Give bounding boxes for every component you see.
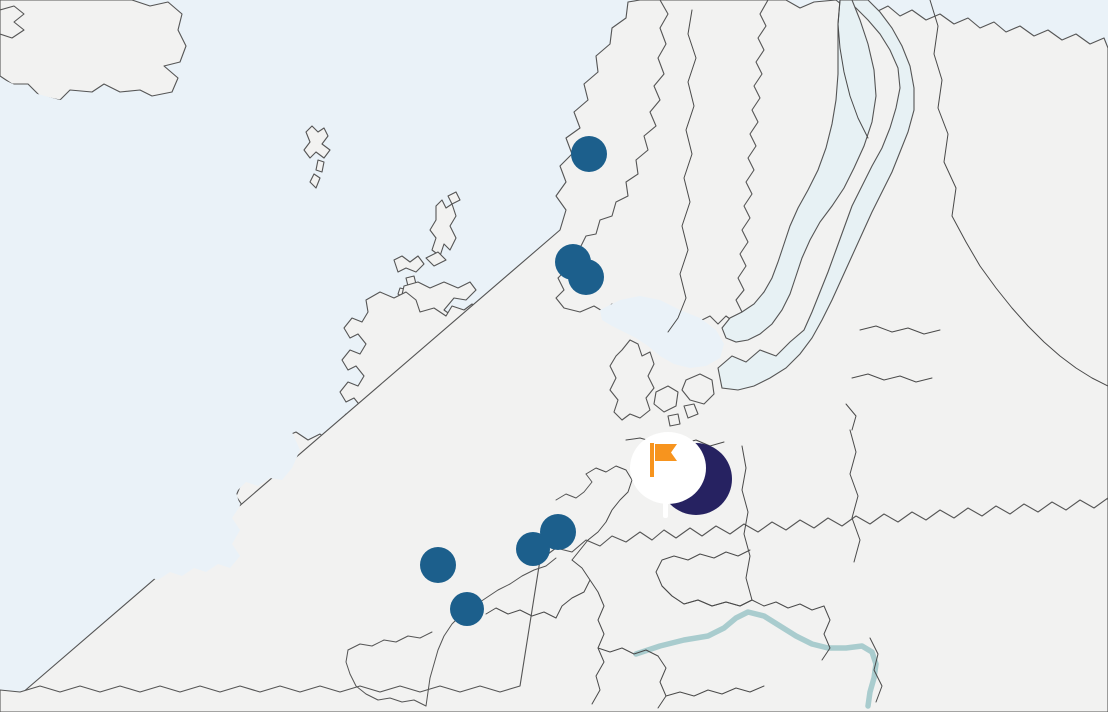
land-shetland-small [447,191,461,205]
sea-gulf-of-bothnia [721,0,877,343]
border-switzerland-italy [657,655,667,709]
border-austria-italy [665,685,765,697]
flag-icon [650,443,680,477]
headquarters-callout-tail [663,494,668,518]
sea-skagerrak [600,296,724,368]
land-denmark-fyn [653,385,679,413]
sea-north-atlantic [0,78,300,604]
border-germany-netherlands [571,465,633,561]
land-faroes [303,125,331,159]
land-denmark-jutland [609,339,655,421]
land-denmark-island1 [683,403,699,419]
coast-netherlands [555,473,593,501]
land-iceland-west-fjords [0,5,25,39]
land-continental-europe [0,497,1108,712]
border-germany-poland [741,445,753,601]
coast-brittany [345,649,427,707]
coast-english-channel [347,631,433,651]
border-france-switzerland [597,647,659,657]
border-hungary-romania [869,637,883,703]
border-latvia-lithuania [851,373,933,383]
land-faroe-small [315,159,325,173]
border-lithuania-belarus [845,403,857,431]
border-sweden-finland [837,0,869,139]
sea-baltic [717,0,915,391]
country-borders [485,0,1108,709]
land-iceland [0,0,187,101]
border-france-belgium [485,607,557,619]
marker-southwest-uk[interactable] [420,547,456,583]
marker-bergen[interactable] [571,136,607,172]
land-denmark-island2 [667,413,681,427]
border-germany-france [589,579,605,705]
border-finland-russia [929,0,1108,387]
land-shetland [429,199,457,257]
border-baltic-states [859,325,941,335]
border-poland-slovakia [751,599,825,611]
border-czech-austria [661,585,753,607]
land-orkney [393,255,425,273]
border-norway-sweden [667,9,697,333]
marker-netherlands[interactable] [540,514,576,550]
border-slovakia-hungary [821,605,831,661]
marker-stavanger[interactable] [568,259,604,295]
marker-normandy[interactable] [450,592,484,626]
land-faroe-small2 [309,173,321,189]
border-germany-belgium [555,559,591,619]
seas-overlay [0,78,300,604]
land-denmark-zealand [681,373,715,405]
border-belarus-poland [849,429,861,563]
land-orkney4 [425,251,447,267]
